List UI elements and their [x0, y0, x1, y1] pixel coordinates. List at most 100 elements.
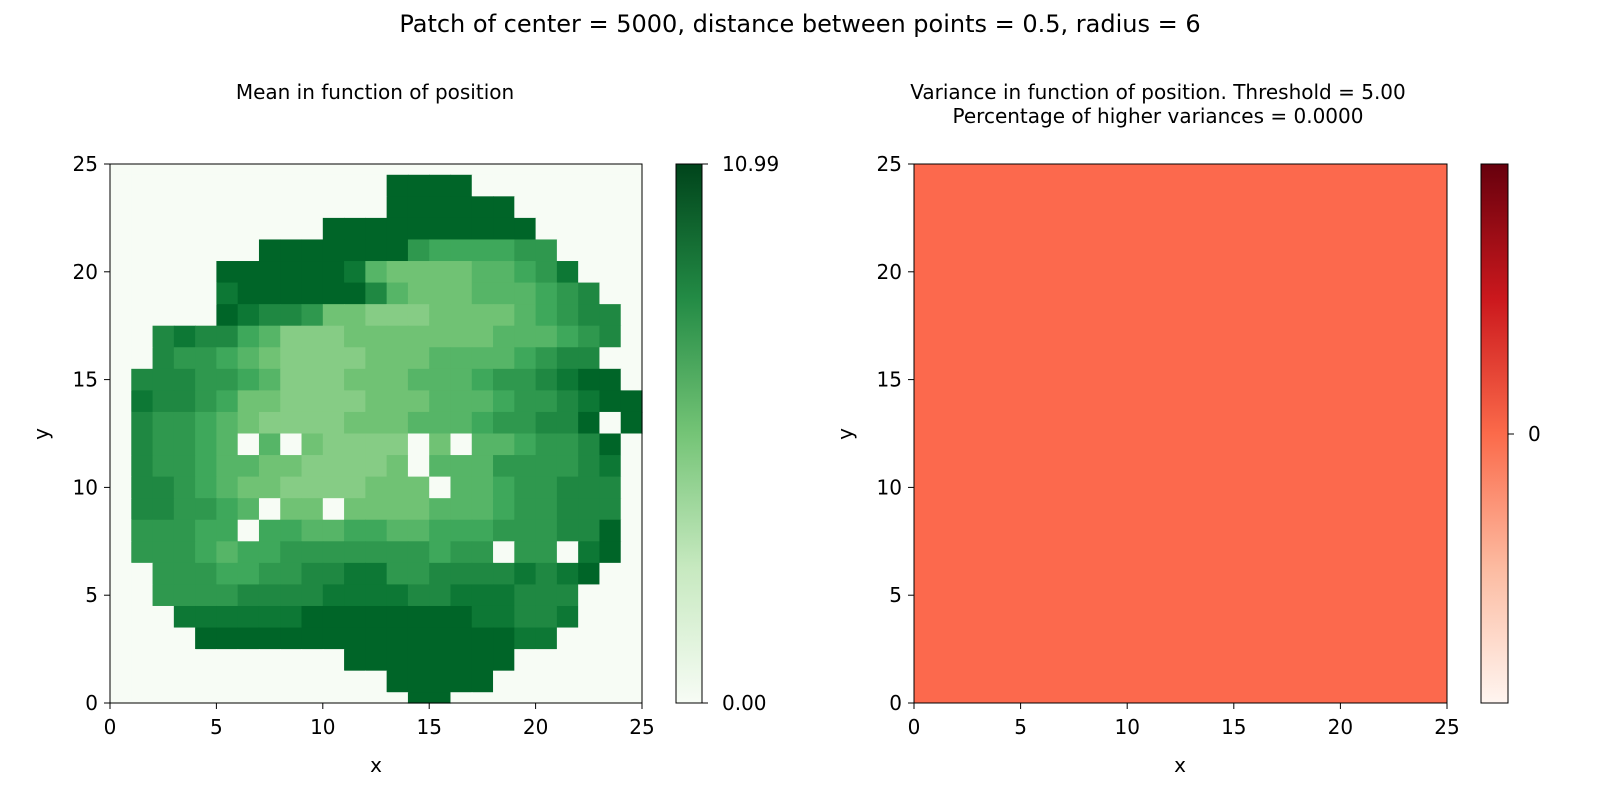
- heatmap-cell: [131, 455, 154, 478]
- heatmap-cell: [429, 325, 452, 348]
- heatmap-cell: [216, 282, 239, 305]
- heatmap-cell: [599, 368, 622, 391]
- heatmap-cell: [280, 239, 303, 262]
- heatmap-cell: [429, 164, 452, 176]
- heatmap-cell: [280, 692, 303, 704]
- heatmap-cell: [195, 605, 217, 629]
- heatmap-cell: [599, 282, 622, 305]
- heatmap-cell: [535, 164, 558, 176]
- heatmap-cell: [599, 584, 622, 607]
- variance-y-tick-label: 5: [889, 583, 902, 607]
- mean-y-tick-label: 10: [73, 475, 98, 499]
- heatmap-cell: [344, 196, 366, 219]
- heatmap-cell: [514, 498, 537, 521]
- heatmap-cell: [620, 196, 643, 219]
- variance-y-axis-label: y: [833, 428, 857, 440]
- heatmap-cell: [173, 217, 196, 241]
- heatmap-cell: [450, 325, 473, 348]
- heatmap-cell: [450, 519, 473, 542]
- heatmap-cell: [237, 390, 260, 413]
- heatmap-cell: [258, 584, 281, 607]
- heatmap-cell: [578, 627, 601, 650]
- heatmap-cell: [535, 282, 558, 305]
- heatmap-cell: [386, 282, 409, 305]
- heatmap-cell: [195, 562, 217, 586]
- heatmap-cell: [535, 692, 558, 704]
- heatmap-cell: [131, 670, 154, 693]
- heatmap-cell: [365, 605, 388, 629]
- heatmap-cell: [131, 541, 154, 564]
- heatmap-cell: [258, 196, 281, 219]
- heatmap-cell: [556, 325, 579, 348]
- heatmap-cell: [599, 692, 622, 704]
- variance-y-tick-label: 10: [877, 475, 902, 499]
- heatmap-cell: [216, 164, 239, 176]
- mean-x-tick-label: 10: [310, 715, 335, 739]
- heatmap-cell: [471, 670, 494, 693]
- heatmap-cell: [152, 217, 175, 241]
- heatmap-cell: [258, 239, 281, 262]
- heatmap-cell: [599, 325, 622, 348]
- heatmap-cell: [620, 670, 643, 693]
- heatmap-cell: [514, 692, 537, 704]
- heatmap-cell: [450, 239, 473, 262]
- heatmap-cell: [110, 368, 132, 391]
- variance-plot-title-line1: Variance in function of position. Thresh…: [910, 80, 1406, 104]
- heatmap-cell: [131, 584, 154, 607]
- heatmap-cell: [493, 584, 515, 607]
- heatmap-cell: [429, 282, 452, 305]
- heatmap-cell: [471, 562, 494, 586]
- heatmap-cell: [535, 347, 558, 370]
- heatmap-cell: [131, 411, 154, 435]
- heatmap-cell: [322, 562, 345, 586]
- heatmap-cell: [301, 390, 324, 413]
- heatmap-cell: [471, 164, 494, 176]
- heatmap-cell: [599, 164, 622, 176]
- heatmap-cell: [493, 498, 515, 521]
- heatmap-cell: [280, 164, 303, 176]
- heatmap-cell: [216, 239, 239, 262]
- heatmap-cell: [386, 304, 409, 327]
- heatmap-cell: [195, 164, 217, 176]
- heatmap-cell: [237, 347, 260, 370]
- heatmap-cell: [386, 455, 409, 478]
- heatmap-cell: [344, 282, 366, 305]
- heatmap-cell: [599, 476, 622, 499]
- heatmap-cell: [173, 174, 196, 197]
- heatmap-cell: [514, 584, 537, 607]
- heatmap-cell: [344, 347, 366, 370]
- heatmap-cell: [514, 627, 537, 650]
- heatmap-cell: [450, 217, 473, 241]
- heatmap-cell: [173, 347, 196, 370]
- variance-x-tick-label: 0: [908, 715, 921, 739]
- heatmap-cell: [237, 455, 260, 478]
- heatmap-cell: [237, 627, 260, 650]
- heatmap-cell: [578, 325, 601, 348]
- heatmap-cell: [173, 692, 196, 704]
- heatmap-cell: [620, 519, 643, 542]
- heatmap-cell: [386, 627, 409, 650]
- heatmap-cell: [514, 605, 537, 629]
- heatmap-cell: [216, 519, 239, 542]
- heatmap-cell: [173, 196, 196, 219]
- heatmap-cell: [280, 304, 303, 327]
- heatmap-cell: [556, 476, 579, 499]
- heatmap-cell: [216, 605, 239, 629]
- heatmap-cell: [152, 261, 175, 284]
- heatmap-cell: [578, 562, 601, 586]
- heatmap-cell: [365, 541, 388, 564]
- heatmap-cell: [535, 261, 558, 284]
- heatmap-cell: [578, 304, 601, 327]
- heatmap-cell: [110, 164, 132, 176]
- heatmap-cell: [110, 239, 132, 262]
- heatmap-cell: [344, 433, 366, 456]
- heatmap-cell: [365, 282, 388, 305]
- heatmap-cell: [280, 498, 303, 521]
- heatmap-cell: [258, 692, 281, 704]
- heatmap-cell: [493, 562, 515, 586]
- mean-x-tick-label: 5: [210, 715, 223, 739]
- heatmap-cell: [620, 692, 643, 704]
- mean-plot-title: Mean in function of position: [235, 80, 515, 104]
- heatmap-cell: [131, 605, 154, 629]
- heatmap-cell: [301, 692, 324, 704]
